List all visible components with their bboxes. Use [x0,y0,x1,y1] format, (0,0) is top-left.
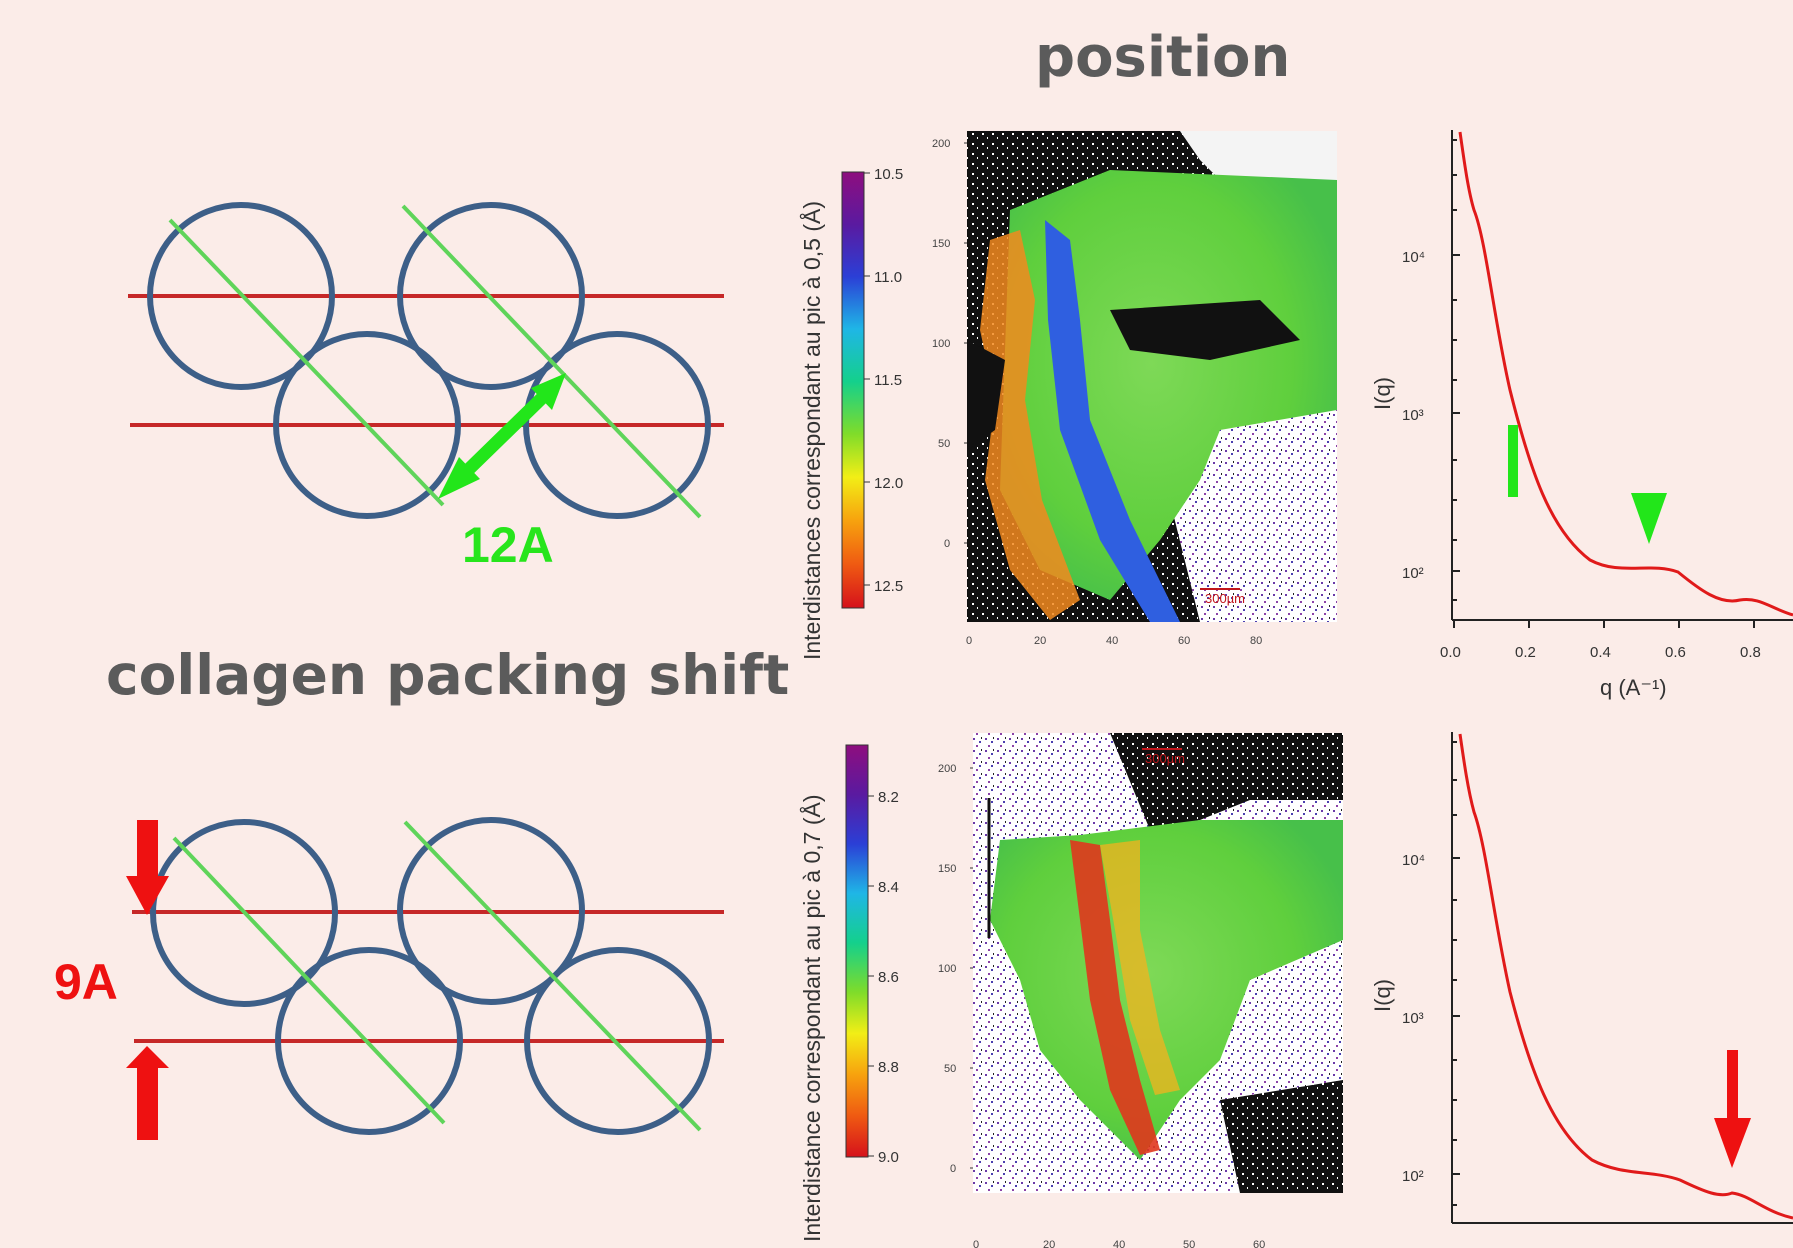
colorbar-tick: 8.4 [878,879,899,896]
collagen-circle [275,947,463,1135]
scale-bar-label: 300µm [1145,751,1185,766]
packing-diagram-bottom [126,817,724,1140]
map-x-tick: 0 [973,1239,979,1248]
colorbar-tick: 12.0 [874,475,903,492]
map-y-tick: 100 [938,963,956,975]
map-y-tick: 50 [944,1063,956,1075]
map-x-tick: 60 [1253,1239,1265,1248]
map-y-tick: 150 [938,863,956,875]
y-tick-label: 10² [1402,1168,1424,1185]
map-y-tick: 50 [938,438,950,450]
collagen-circle [524,947,712,1135]
x-tick-label: 0.2 [1515,644,1536,661]
red-down-arrow [1714,1050,1751,1168]
collagen-circle [147,202,335,390]
y-tick-label: 10⁴ [1402,852,1425,869]
x-axis-label: q (A⁻¹) [1600,675,1667,700]
colorbar-tick: 9.0 [878,1149,899,1166]
collagen-circle [273,331,461,519]
map-y-tick: 100 [932,338,950,350]
map-y-tick: 200 [932,138,950,150]
plot-bottom: 10⁴ 10³ 10² I(q) [1370,732,1793,1224]
collagen-circle [523,331,711,519]
colorbar-tick: 8.6 [878,969,899,986]
spacing-label-9a: 9A [54,954,118,1010]
map-top: Interdistances correspondant au pic à 0,… [798,131,1337,660]
y-axis-label: I(q) [1370,377,1395,410]
colorbar-label: Interdistances correspondant au pic à 0,… [798,201,825,660]
diagonal-line [403,820,702,1132]
map-x-tick: 80 [1250,635,1262,647]
diagonal-line [172,836,446,1125]
map-y-tick: 200 [938,763,956,775]
map-x-tick: 20 [1034,635,1046,647]
title-collagen-packing-shift: collagen packing shift [106,643,790,707]
packing-diagrams [126,202,724,1140]
colorbar-tick: 8.8 [878,1059,899,1076]
red-arrow-up [126,1046,169,1140]
collagen-circle [397,202,585,390]
y-tick-label: 10⁴ [1402,249,1425,266]
green-down-arrow [1508,425,1667,544]
spacing-label-12a: 12A [462,517,554,573]
map-x-tick: 0 [966,635,972,647]
x-tick-label: 0.4 [1590,644,1611,661]
y-tick-label: 10³ [1402,1010,1424,1027]
x-tick-label: 0.0 [1440,644,1461,661]
intensity-curve [1458,131,1793,617]
x-tick-label: 0.8 [1740,644,1761,661]
plot-top: 10⁴ 10³ 10² I(q) 0.0 0.2 0.4 0.6 0.8 q (… [1370,130,1793,700]
diagonal-line [168,218,445,507]
x-tick-label: 0.6 [1665,644,1686,661]
colorbar-tick: 8.2 [878,789,899,806]
red-arrow-down [126,820,169,915]
colorbar-tick: 11.5 [874,372,902,389]
colorbar-tick: 12.5 [874,578,903,595]
map-x-tick: 20 [1043,1239,1055,1248]
map-y-tick: 0 [944,538,950,550]
map-y-tick: 150 [932,238,950,250]
packing-diagram-top [128,202,724,519]
intensity-plots: 10⁴ 10³ 10² I(q) 0.0 0.2 0.4 0.6 0.8 q (… [1370,130,1793,1224]
colorbar-tick: 11.0 [874,269,902,286]
map-x-tick: 40 [1113,1239,1125,1248]
diagonal-line [401,204,702,519]
green-double-arrow [438,373,566,499]
y-axis-label: I(q) [1370,979,1395,1012]
colorbar [845,744,869,1158]
y-tick-label: 10³ [1402,407,1424,424]
collagen-circle [397,817,585,1005]
colorbar [841,171,865,609]
map-y-tick: 0 [950,1163,956,1175]
heatmap-image: 300µm [967,131,1337,622]
colorbar-label: Interdistance correspondant au pic à 0,7… [798,795,825,1242]
map-x-tick: 50 [1183,1239,1195,1248]
map-x-tick: 40 [1106,635,1118,647]
y-tick-label: 10² [1402,565,1424,582]
map-x-tick: 60 [1178,635,1190,647]
collagen-circle [150,819,338,1007]
interdistance-maps: Interdistances correspondant au pic à 0,… [798,131,1343,1248]
title-position: position [1035,25,1291,90]
colorbar-tick: 10.5 [874,166,903,183]
heatmap-image: 300µm [973,733,1343,1193]
intensity-curve [1458,733,1793,1220]
scale-bar-label: 300µm [1205,591,1245,606]
map-bottom: Interdistance correspondant au pic à 0,7… [798,733,1343,1248]
